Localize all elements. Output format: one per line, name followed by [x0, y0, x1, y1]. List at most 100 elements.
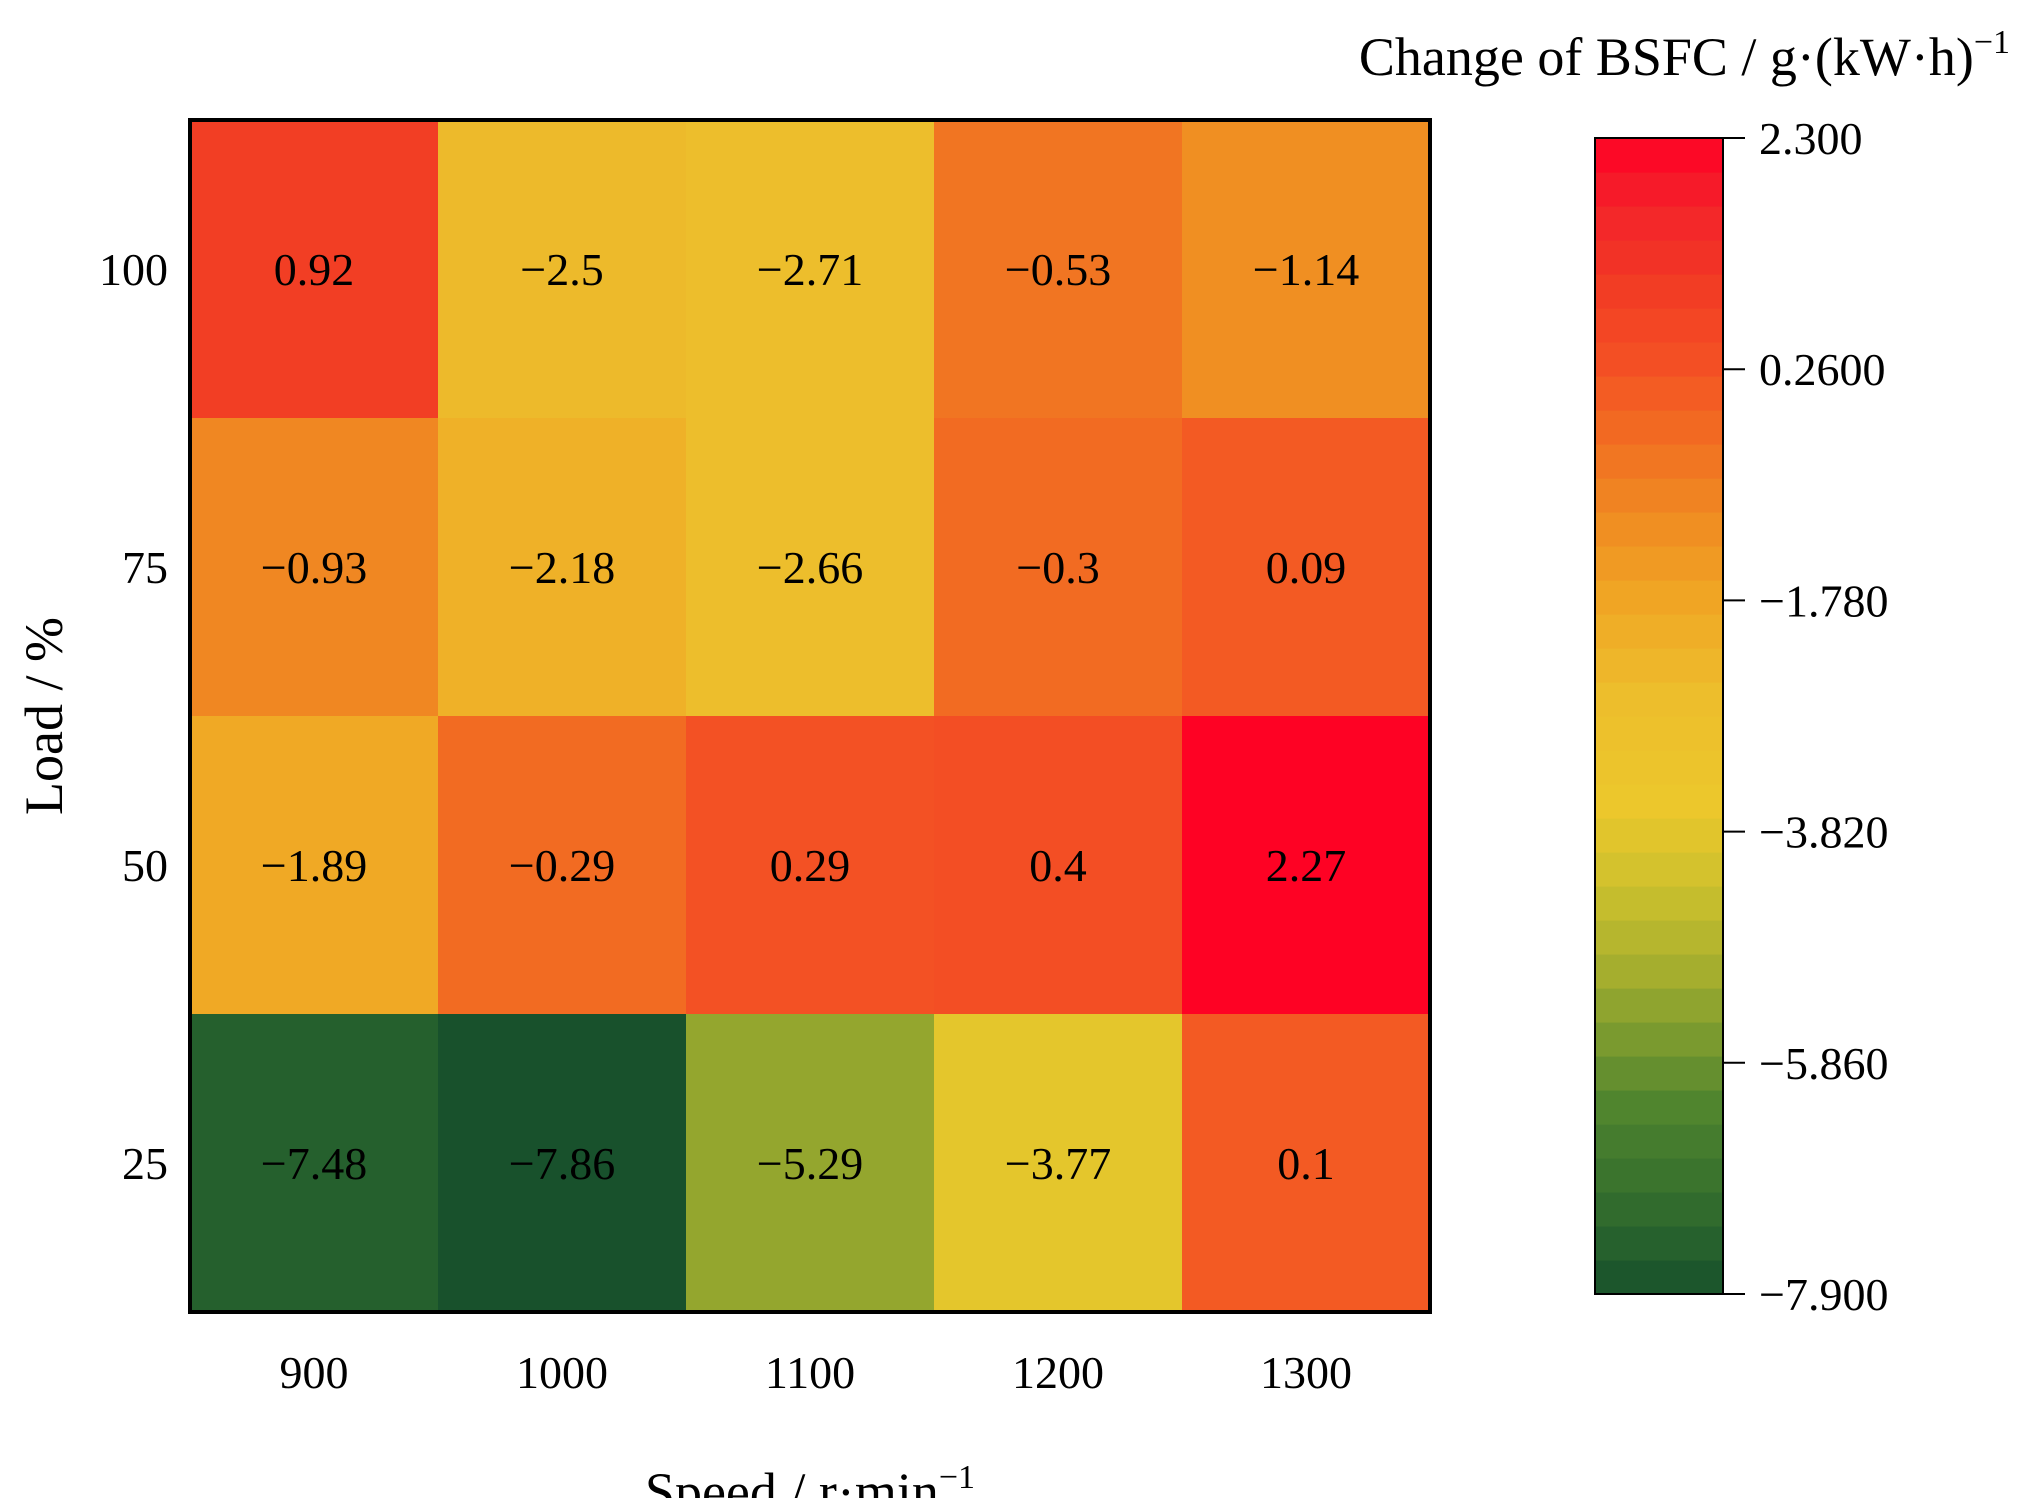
cell-value-label: −0.3	[1016, 542, 1099, 593]
heatmap-cell	[686, 120, 935, 419]
heatmap-cell	[934, 418, 1183, 717]
colorbar-band	[1595, 1056, 1723, 1091]
cell-value-label: −0.53	[1005, 244, 1111, 295]
x-tick-label: 1100	[765, 1347, 855, 1398]
colorbar-band	[1595, 1022, 1723, 1057]
colorbar-band	[1595, 580, 1723, 615]
cell-value-label: −7.86	[509, 1138, 615, 1189]
heatmap-cell	[934, 1014, 1183, 1313]
heatmap-cell	[438, 716, 687, 1015]
heatmap-cell	[1182, 1014, 1431, 1313]
cell-value-label: −5.29	[757, 1138, 863, 1189]
colorbar-band	[1595, 1226, 1723, 1261]
x-axis-title-text: Speed / r·min	[645, 1462, 939, 1498]
colorbar-title-superscript: −1	[1974, 24, 2010, 61]
colorbar-band	[1595, 444, 1723, 479]
cell-value-label: −0.93	[261, 542, 367, 593]
x-tick-label: 1200	[1012, 1347, 1104, 1398]
x-tick-label: 1300	[1260, 1347, 1352, 1398]
colorbar-band	[1595, 376, 1723, 411]
colorbar-band	[1595, 512, 1723, 547]
colorbar-band	[1595, 1260, 1723, 1295]
colorbar	[1595, 138, 1723, 1295]
heatmap-cell	[190, 120, 439, 419]
heatmap-cell	[438, 1014, 687, 1313]
colorbar-band	[1595, 410, 1723, 445]
colorbar-title-text: Change of BSFC / g·(kW·h)	[1359, 27, 1974, 87]
heatmap-cell-labels: 0.92 −2.5 −2.71 −0.53 −1.14 −0.93 −2.18 −2.66 −0…	[261, 244, 1359, 1189]
colorbar-band	[1595, 920, 1723, 955]
colorbar-band	[1595, 750, 1723, 785]
colorbar-band	[1595, 308, 1723, 343]
cell-value-label: −7.48	[261, 1138, 367, 1189]
heatmap-cell	[190, 1014, 439, 1313]
cell-value-label: 0.4	[1029, 840, 1087, 891]
colorbar-band	[1595, 138, 1723, 173]
cell-value-label: 0.29	[770, 840, 851, 891]
cell-value-label: −2.66	[757, 542, 863, 593]
colorbar-band	[1595, 954, 1723, 989]
y-tick-label: 25	[122, 1138, 168, 1189]
colorbar-title: Change of BSFC / g·(kW·h)−1	[1359, 24, 2010, 87]
cell-value-label: 2.27	[1266, 840, 1347, 891]
colorbar-tick-label: −5.860	[1759, 1038, 1888, 1089]
cell-value-label: −1.14	[1253, 244, 1359, 295]
x-tick-label: 1000	[516, 1347, 608, 1398]
cell-value-label: 0.09	[1266, 542, 1347, 593]
colorbar-band	[1595, 1090, 1723, 1125]
colorbar-tick-label: −3.820	[1759, 807, 1888, 858]
heatmap-cell	[1182, 716, 1431, 1015]
colorbar-band	[1595, 478, 1723, 513]
y-tick-labels: 100 75 50 25	[99, 244, 168, 1189]
colorbar-band	[1595, 988, 1723, 1023]
y-tick-label: 100	[99, 244, 168, 295]
colorbar-band	[1595, 784, 1723, 819]
y-tick-label: 50	[122, 840, 168, 891]
cell-value-label: −1.89	[261, 840, 367, 891]
heatmap-cell	[934, 120, 1183, 419]
colorbar-band	[1595, 1192, 1723, 1227]
colorbar-tick-label: −7.900	[1759, 1269, 1888, 1320]
heatmap-cell	[190, 418, 439, 717]
colorbar-band	[1595, 240, 1723, 275]
colorbar-band	[1595, 682, 1723, 717]
heatmap-cell	[686, 716, 935, 1015]
colorbar-tick-label: 2.300	[1759, 113, 1863, 164]
colorbar-band	[1595, 716, 1723, 751]
colorbar-band	[1595, 342, 1723, 377]
colorbar-band	[1595, 1158, 1723, 1193]
cell-value-label: −0.29	[509, 840, 615, 891]
cell-value-label: 0.92	[274, 244, 355, 295]
colorbar-band	[1595, 274, 1723, 309]
x-axis-title-superscript: −1	[939, 1459, 975, 1496]
colorbar-band	[1595, 1124, 1723, 1159]
heatmap-cell	[686, 418, 935, 717]
colorbar-tick-label: −1.780	[1759, 575, 1888, 626]
colorbar-tick-label: 0.2600	[1759, 344, 1886, 395]
heatmap-cell	[686, 1014, 935, 1313]
heatmap-cell	[1182, 120, 1431, 419]
heatmap-cell	[1182, 418, 1431, 717]
colorbar-band	[1595, 818, 1723, 853]
colorbar-band	[1595, 886, 1723, 921]
y-tick-label: 75	[122, 542, 168, 593]
heatmap-cell	[190, 716, 439, 1015]
cell-value-label: 0.1	[1277, 1138, 1335, 1189]
colorbar-band	[1595, 546, 1723, 581]
colorbar-ticks: 2.300 0.2600 −1.780 −3.820 −5.860 −7.900	[1723, 113, 1888, 1320]
colorbar-band	[1595, 852, 1723, 887]
colorbar-band	[1595, 614, 1723, 649]
x-axis-title: Speed / r·min−1	[645, 1459, 975, 1498]
heatmap-cells	[190, 120, 1431, 1313]
colorbar-band	[1595, 206, 1723, 241]
colorbar-frame	[1594, 137, 1724, 1295]
heatmap-cell	[934, 716, 1183, 1015]
cell-value-label: −2.18	[509, 542, 615, 593]
cell-value-label: −2.71	[757, 244, 863, 295]
plot-frame	[188, 118, 1432, 1314]
colorbar-band	[1595, 172, 1723, 207]
x-tick-label: 900	[280, 1347, 349, 1398]
x-tick-labels: 900 1000 1100 1200 1300	[280, 1347, 1353, 1398]
y-axis-title: Load / %	[14, 617, 74, 815]
